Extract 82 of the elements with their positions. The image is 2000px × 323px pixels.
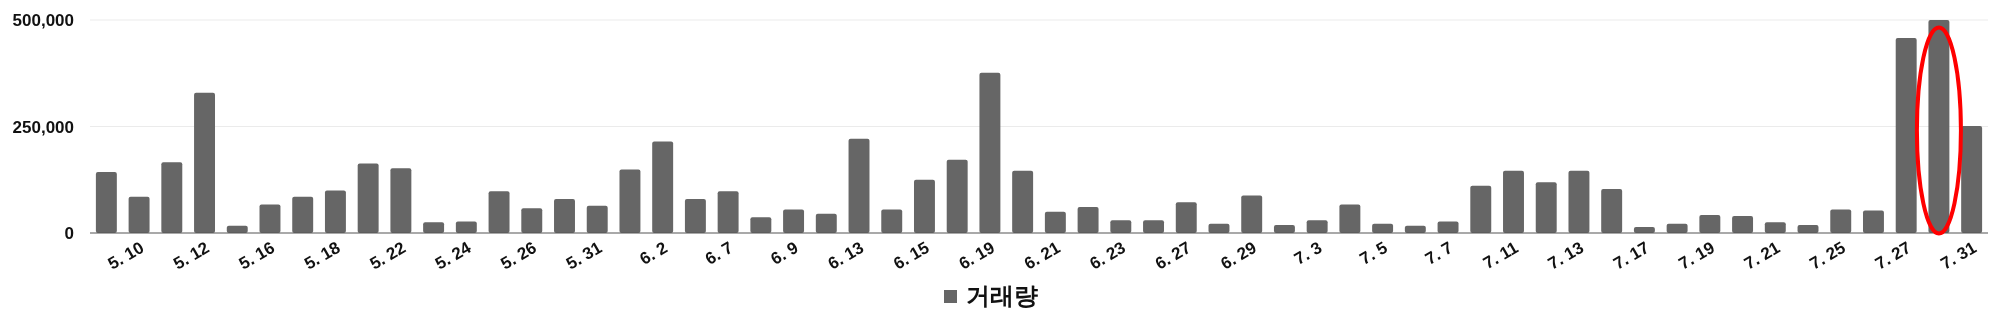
x-tick-label: 7. 31 [1937, 238, 1980, 274]
bar [1535, 182, 1557, 233]
bar [1241, 195, 1263, 233]
bar [783, 209, 805, 233]
x-tick-label: 5. 10 [104, 238, 148, 274]
bar [1077, 207, 1099, 233]
x-tick-label: 5. 31 [562, 238, 606, 274]
bar [913, 179, 935, 233]
x-tick-label: 5. 18 [301, 238, 344, 274]
bar [194, 92, 216, 233]
x-tick-label: 7. 27 [1871, 238, 1915, 274]
x-tick-label: 7. 13 [1544, 238, 1587, 274]
x-tick-label: 6. 19 [955, 238, 998, 274]
bar [1830, 209, 1852, 233]
x-tick-label: 5. 12 [170, 238, 213, 274]
bar [357, 163, 379, 233]
bar [881, 209, 903, 233]
x-tick-label: 6. 13 [824, 238, 868, 274]
x-tick-label: 6. 21 [1021, 238, 1064, 274]
bar [1339, 204, 1361, 233]
bar [619, 169, 641, 233]
bar [554, 198, 575, 233]
bar [750, 217, 772, 233]
bar [161, 162, 183, 233]
bar [259, 204, 281, 233]
bar [1503, 170, 1524, 233]
y-tick-label: 500,000 [12, 11, 74, 30]
x-tick-label: 6. 29 [1217, 238, 1260, 274]
bar [292, 196, 314, 233]
bar [652, 141, 674, 233]
bar [1732, 215, 1754, 233]
bar [455, 221, 477, 233]
x-tick-label: 7. 25 [1806, 238, 1849, 274]
bar [979, 72, 1001, 233]
bar [521, 208, 543, 233]
x-tick-label: 6. 2 [636, 238, 671, 269]
bar [390, 168, 412, 233]
x-tick-label: 7. 17 [1610, 238, 1653, 274]
x-tick-label: 6. 23 [1086, 238, 1129, 274]
bar [1699, 215, 1721, 233]
bar [1961, 126, 1983, 233]
y-tick-label: 0 [64, 224, 74, 243]
x-tick-label: 7. 11 [1480, 238, 1522, 273]
bar [1012, 170, 1034, 233]
x-tick-label: 7. 21 [1741, 238, 1784, 274]
bar [1044, 211, 1066, 233]
x-tick-label: 6. 15 [890, 238, 933, 274]
x-tick-label: 6. 7 [702, 238, 737, 269]
bar [1764, 222, 1786, 233]
x-tick-label: 7. 3 [1291, 238, 1326, 269]
bar [324, 190, 346, 233]
legend-label: 거래량 [966, 282, 1038, 309]
bar [1143, 220, 1164, 233]
bar [946, 159, 968, 233]
x-tick-label: 5. 16 [235, 238, 278, 274]
bar [848, 138, 870, 233]
bar [95, 172, 117, 233]
x-tick-label: 5. 26 [497, 238, 540, 274]
bar [1862, 210, 1884, 233]
x-tick-label: 7. 5 [1356, 238, 1391, 269]
legend: 거래량 [944, 282, 1038, 309]
x-tick-label: 5. 24 [432, 237, 475, 274]
bar [1568, 170, 1590, 233]
bar [586, 205, 608, 233]
bar [1601, 189, 1623, 233]
bar [488, 191, 510, 233]
bar [128, 196, 150, 233]
bar [1110, 220, 1132, 233]
x-tick-label: 6. 27 [1152, 238, 1195, 274]
bar [717, 191, 739, 233]
x-tick-label: 5. 22 [366, 238, 409, 274]
y-tick-label: 250,000 [12, 117, 74, 137]
x-tick-label: 7. 19 [1675, 238, 1718, 274]
bar [1175, 202, 1197, 233]
bar [815, 213, 837, 233]
bar [423, 222, 445, 233]
x-tick-label: 6. 9 [767, 238, 802, 269]
bar [1306, 220, 1328, 233]
bar [684, 198, 706, 233]
bar [1470, 185, 1492, 233]
bar [1437, 221, 1459, 233]
x-tick-label: 7. 7 [1421, 238, 1457, 269]
